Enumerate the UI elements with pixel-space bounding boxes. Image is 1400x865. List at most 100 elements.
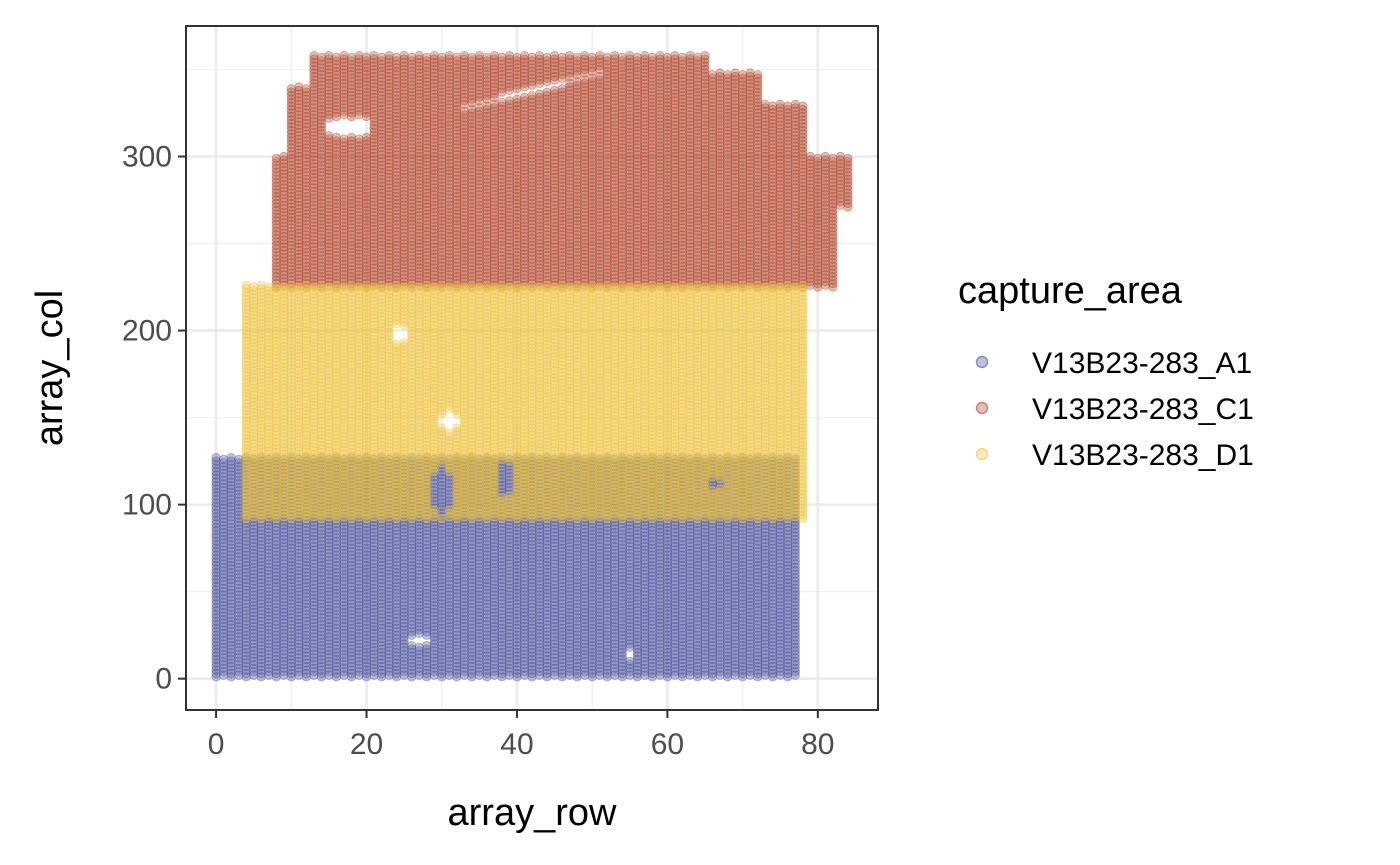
data-point [211, 616, 221, 626]
data-point [219, 590, 229, 600]
data-point [219, 465, 229, 475]
data-point [226, 609, 236, 619]
data-point [241, 578, 251, 588]
data-point [414, 642, 424, 652]
data-point [226, 515, 236, 525]
data-point [226, 463, 236, 473]
data-point [226, 473, 236, 484]
data-point [226, 616, 236, 626]
data-point [241, 592, 251, 602]
data-point [234, 461, 244, 471]
data-point [211, 571, 221, 581]
data-point [211, 487, 221, 497]
data-point [219, 625, 229, 635]
data-point [241, 560, 251, 571]
data-point [211, 480, 221, 491]
data-point [219, 604, 229, 614]
data-point [234, 496, 244, 506]
data-point [219, 489, 229, 499]
data-point [241, 536, 251, 546]
data-point [211, 491, 221, 501]
data-point [234, 611, 244, 621]
data-point [226, 484, 236, 494]
data-point [241, 494, 251, 504]
data-point [211, 637, 221, 647]
data-point [241, 508, 251, 518]
data-point [234, 510, 244, 520]
data-point [226, 466, 236, 477]
data-point [211, 623, 221, 633]
data-point [211, 647, 221, 658]
data-point [226, 647, 236, 658]
data-point [234, 621, 244, 632]
data-point [234, 468, 244, 478]
data-point [219, 618, 229, 628]
data-point [234, 604, 244, 614]
data-point [241, 599, 251, 609]
data-point [234, 569, 244, 579]
data-point [219, 569, 229, 579]
data-point [226, 487, 236, 497]
data-point [211, 470, 221, 480]
data-point [226, 452, 236, 463]
data-point [241, 630, 251, 640]
data-point [219, 597, 229, 607]
data-point [226, 640, 236, 651]
data-point [234, 538, 244, 548]
data-point [211, 665, 221, 675]
data-point [234, 472, 244, 482]
data-point [211, 494, 221, 504]
data-point [211, 640, 221, 651]
data-point [226, 574, 236, 585]
data-point [234, 486, 244, 496]
data-point [219, 573, 229, 583]
data-point [241, 633, 251, 644]
data-point [234, 531, 244, 541]
data-point [219, 506, 229, 517]
data-point [234, 465, 244, 475]
data-point [219, 653, 229, 663]
data-point [234, 649, 244, 659]
data-point [226, 533, 236, 543]
data-point [241, 526, 251, 536]
data-point [226, 550, 236, 560]
data-point [241, 672, 251, 682]
data-point [234, 566, 244, 576]
data-point [219, 493, 229, 503]
data-point [241, 581, 251, 592]
data-point [211, 661, 221, 672]
data-point [241, 574, 251, 585]
data-point [211, 459, 221, 470]
data-point [219, 646, 229, 656]
data-point [211, 501, 221, 511]
data-point [241, 480, 251, 491]
data-point [241, 550, 251, 560]
data-point [241, 661, 251, 672]
data-point [211, 522, 221, 532]
data-point [219, 517, 229, 527]
data-point [219, 607, 229, 618]
data-point [211, 477, 221, 487]
data-point [234, 597, 244, 607]
data-point [226, 470, 236, 480]
data-point [241, 491, 251, 501]
data-point [219, 555, 229, 565]
data-point [219, 583, 229, 593]
data-point [211, 515, 221, 525]
data-point [234, 541, 244, 552]
data-point [234, 607, 244, 618]
data-point [241, 512, 251, 522]
data-point [219, 614, 229, 625]
data-point [234, 614, 244, 625]
data-point [219, 461, 229, 471]
data-point [241, 585, 251, 595]
data-point [234, 454, 244, 464]
data-point [211, 508, 221, 518]
data-point [226, 633, 236, 644]
data-point [219, 667, 229, 677]
data-point [234, 513, 244, 524]
data-point [219, 621, 229, 632]
data-point [241, 529, 251, 539]
data-point [234, 646, 244, 656]
